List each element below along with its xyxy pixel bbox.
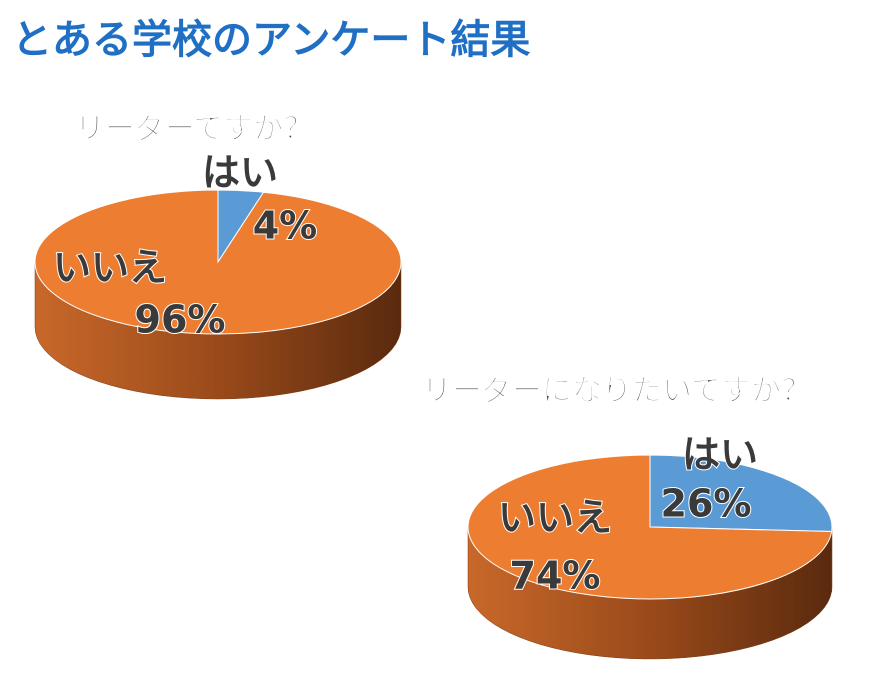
chart-title: リーダーになりたいですか？ [422, 374, 811, 409]
slice-category: いいえ [53, 246, 167, 290]
pie-slice [467, 454, 833, 600]
slice-value-label: 74% [510, 554, 601, 598]
slice-category: はい [202, 151, 278, 195]
page-title: とある学校のアンケート結果 [12, 17, 530, 63]
slice-value-label: 96% [135, 298, 226, 342]
slice-value-label: 4% [253, 204, 318, 248]
chart-title: リーダーですか？ [75, 112, 313, 147]
slice-category: はい [682, 433, 758, 477]
slice-category: いいえ [498, 496, 612, 540]
slice-value-label: 26% [661, 482, 752, 526]
pie-slice [34, 189, 402, 335]
pie-slice [649, 454, 833, 533]
